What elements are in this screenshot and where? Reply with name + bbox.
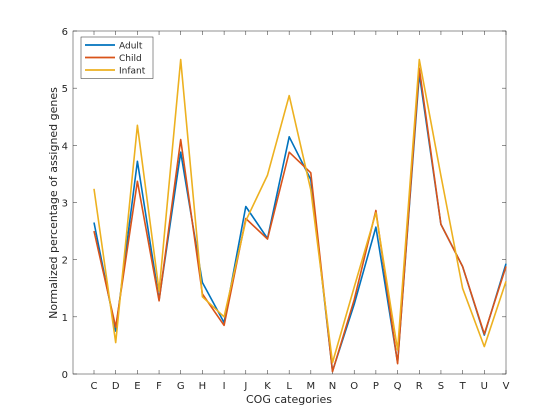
y-axis-ticks: 0 1 2 3 4 5 6 (62, 27, 506, 381)
series-line-infant (93, 58, 507, 364)
y-tick-label: 0 (62, 370, 68, 381)
x-tick-label: C (91, 381, 98, 392)
y-tick-label: 4 (62, 141, 68, 152)
x-tick-label: F (156, 381, 162, 392)
x-tick-label: J (243, 381, 247, 392)
series-line-child (93, 67, 507, 373)
legend: Adult Child Infant (80, 36, 154, 79)
x-tick-label: P (373, 381, 379, 392)
x-tick-label: U (481, 381, 488, 392)
legend-label-infant: Infant (119, 67, 146, 77)
x-tick-label: O (350, 381, 358, 392)
x-tick-label: S (438, 381, 444, 392)
x-tick-label: G (177, 381, 185, 392)
x-tick-label: D (112, 381, 120, 392)
x-tick-label: R (416, 381, 423, 392)
plot-area: 0 1 2 3 4 5 6 C D E F G H I J K L M N O P Q R S T U V (62, 27, 510, 392)
y-tick-label: 6 (62, 27, 68, 38)
x-tick-label: H (199, 381, 207, 392)
x-tick-label: M (307, 381, 316, 392)
x-axis-label: COG categories (246, 393, 332, 406)
axes-box (72, 30, 507, 375)
x-tick-label: E (134, 381, 140, 392)
legend-label-child: Child (119, 54, 142, 64)
x-axis-ticks: C D E F G H I J K L M N O P Q R S T U V (91, 31, 510, 392)
y-tick-label: 5 (62, 84, 68, 95)
x-tick-label: T (459, 381, 467, 392)
x-tick-label: N (329, 381, 336, 392)
y-tick-label: 3 (62, 199, 68, 210)
x-tick-label: K (264, 381, 271, 392)
x-tick-label: V (503, 381, 510, 392)
x-tick-label: L (286, 381, 292, 392)
legend-label-adult: Adult (119, 42, 143, 52)
series-lines (93, 58, 507, 373)
y-tick-label: 2 (62, 256, 68, 267)
x-tick-label: Q (394, 381, 402, 392)
y-axis-label: Normalized percentage of assigned genes (47, 87, 60, 319)
x-tick-label: I (223, 381, 226, 392)
y-tick-label: 1 (62, 313, 68, 324)
